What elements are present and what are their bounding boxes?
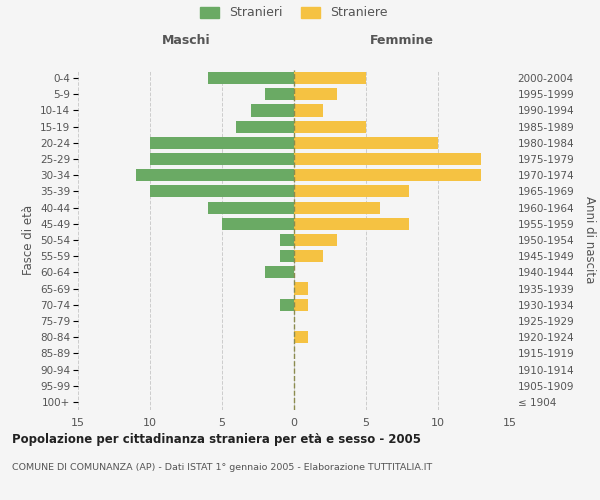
Bar <box>280 234 294 246</box>
Bar <box>294 72 366 84</box>
Y-axis label: Anni di nascita: Anni di nascita <box>583 196 596 284</box>
Text: Femmine: Femmine <box>370 34 434 48</box>
Bar <box>294 331 308 343</box>
Bar <box>265 88 294 101</box>
Text: COMUNE DI COMUNANZA (AP) - Dati ISTAT 1° gennaio 2005 - Elaborazione TUTTITALIA.: COMUNE DI COMUNANZA (AP) - Dati ISTAT 1°… <box>12 462 432 471</box>
Bar <box>294 120 366 132</box>
Bar <box>136 169 294 181</box>
Bar <box>294 104 323 117</box>
Bar <box>150 153 294 165</box>
Text: Maschi: Maschi <box>161 34 211 48</box>
Bar <box>236 120 294 132</box>
Bar <box>294 137 438 149</box>
Bar <box>294 218 409 230</box>
Bar <box>294 234 337 246</box>
Bar <box>294 169 481 181</box>
Y-axis label: Fasce di età: Fasce di età <box>22 205 35 275</box>
Bar <box>265 266 294 278</box>
Bar <box>294 153 481 165</box>
Legend: Stranieri, Straniere: Stranieri, Straniere <box>196 2 392 24</box>
Bar <box>294 202 380 213</box>
Bar <box>251 104 294 117</box>
Bar <box>280 298 294 311</box>
Bar <box>294 250 323 262</box>
Bar <box>208 72 294 84</box>
Bar <box>280 250 294 262</box>
Bar <box>294 88 337 101</box>
Text: Popolazione per cittadinanza straniera per età e sesso - 2005: Popolazione per cittadinanza straniera p… <box>12 432 421 446</box>
Bar <box>150 186 294 198</box>
Bar <box>294 186 409 198</box>
Bar <box>294 282 308 294</box>
Bar <box>222 218 294 230</box>
Bar <box>294 298 308 311</box>
Bar <box>150 137 294 149</box>
Bar <box>208 202 294 213</box>
